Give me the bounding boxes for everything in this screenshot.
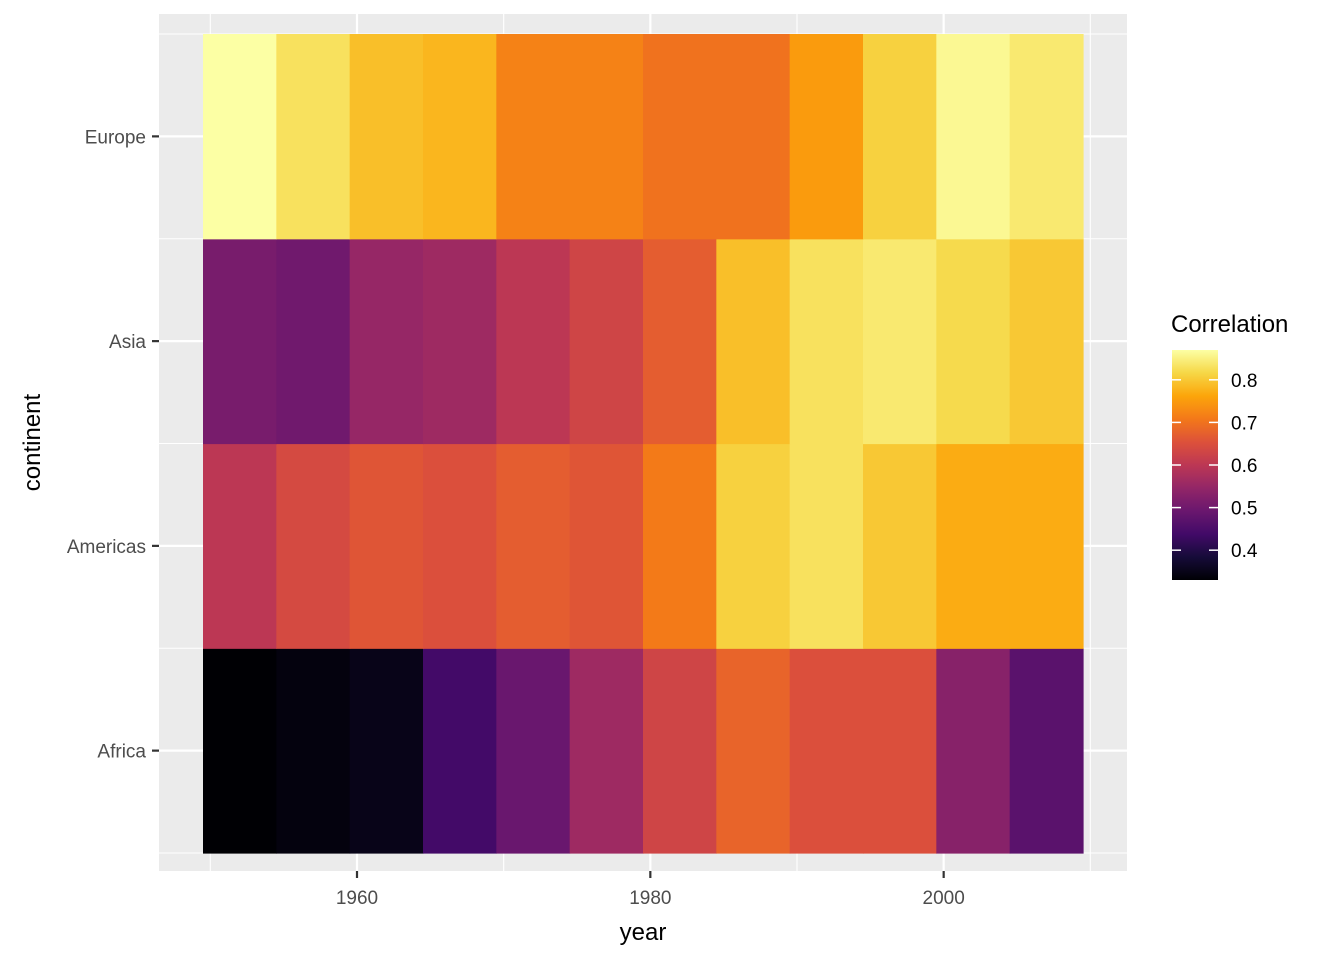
heatmap-tile: [276, 648, 351, 854]
heatmap-tile: [936, 34, 1011, 240]
heatmap-tile: [789, 238, 864, 445]
heatmap-tile: [1009, 648, 1084, 854]
legend-tick-label: 0.5: [1231, 499, 1257, 520]
heatmap-tile: [349, 34, 424, 240]
legend-tick-label: 0.4: [1231, 541, 1258, 562]
heatmap-tile: [643, 238, 717, 445]
y-axis: Africa Americas Asia Europe: [67, 127, 159, 763]
heatmap-tile: [716, 443, 791, 649]
heatmap-tile: [936, 443, 1011, 649]
legend-tick-label: 0.7: [1231, 413, 1257, 434]
x-tick-label: 2000: [923, 888, 965, 909]
heatmap-tile: [569, 443, 644, 649]
y-tick-label: Africa: [97, 742, 146, 763]
heatmap-tile: [789, 648, 864, 854]
heatmap-tile: [863, 34, 937, 240]
heatmap-tile: [203, 443, 277, 649]
heatmap-tile: [203, 648, 277, 854]
heatmap-tile: [716, 238, 791, 445]
heatmap-tile: [863, 648, 937, 854]
heatmap-tile: [643, 443, 717, 649]
heatmap-tile: [863, 443, 937, 649]
heatmap-tile: [203, 238, 277, 445]
y-axis-title: continent: [19, 393, 46, 491]
heatmap-tile: [496, 238, 571, 445]
legend-tick-label: 0.6: [1231, 456, 1257, 477]
heatmap-tile: [863, 238, 937, 445]
heatmap-tile: [716, 648, 791, 854]
x-axis-title: year: [620, 919, 667, 946]
heatmap-tile: [936, 238, 1011, 445]
x-axis: 1960 1980 2000: [336, 871, 965, 909]
heatmap-tiles: [203, 34, 1084, 854]
heatmap-tile: [1009, 238, 1084, 445]
heatmap-tile: [349, 648, 424, 854]
heatmap-tile: [276, 34, 351, 240]
heatmap-tile: [349, 238, 424, 445]
heatmap-tile: [569, 648, 644, 854]
heatmap-tile: [496, 443, 571, 649]
heatmap-tile: [496, 34, 571, 240]
color-legend: Correlation 0.4 0.5 0.6 0.7 0.8: [1171, 311, 1288, 580]
heatmap-tile: [496, 648, 571, 854]
heatmap-tile: [423, 238, 497, 445]
x-tick-label: 1960: [336, 888, 378, 909]
heatmap-tile: [569, 34, 644, 240]
heatmap-tile: [1009, 443, 1084, 649]
heatmap-tile: [276, 238, 351, 445]
heatmap-tile: [716, 34, 791, 240]
heatmap-tile: [423, 443, 497, 649]
heatmap-tile: [643, 34, 717, 240]
heatmap-tile: [423, 34, 497, 240]
y-tick-label: Asia: [109, 332, 146, 353]
heatmap-tile: [789, 443, 864, 649]
heatmap-tile: [789, 34, 864, 240]
heatmap-tile: [569, 238, 644, 445]
heatmap-tile: [276, 443, 351, 649]
heatmap-tile: [1009, 34, 1084, 240]
heatmap-tile: [423, 648, 497, 854]
legend-tick-label: 0.8: [1231, 371, 1257, 392]
y-tick-label: Americas: [67, 537, 146, 558]
heatmap-tile: [936, 648, 1011, 854]
y-tick-label: Europe: [85, 127, 146, 148]
heatmap-tile: [643, 648, 717, 854]
x-tick-label: 1980: [629, 888, 671, 909]
heatmap-tile: [349, 443, 424, 649]
legend-ticks: 0.4 0.5 0.6 0.7 0.8: [1172, 371, 1258, 562]
heatmap-tile: [203, 34, 277, 240]
legend-title: Correlation: [1171, 311, 1288, 338]
